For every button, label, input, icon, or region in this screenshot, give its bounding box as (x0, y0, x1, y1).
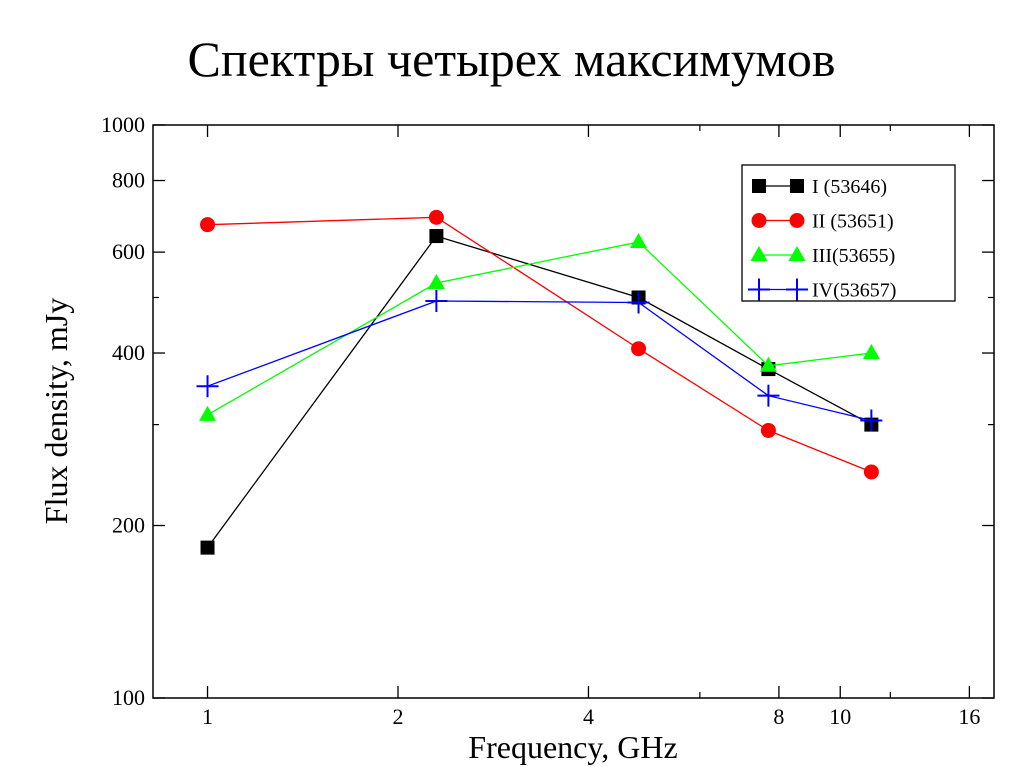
marker-triangle (759, 356, 777, 372)
y-tick-label: 100 (112, 685, 145, 710)
marker-square (200, 540, 215, 555)
x-tick-label: 2 (392, 704, 403, 729)
x-tick-label: 8 (773, 704, 784, 729)
axis-ticks: 100 200 400 600 800 1000 1 2 4 8 10 16 (101, 113, 994, 729)
x-tick-label: 16 (958, 704, 980, 729)
y-tick-label: 200 (112, 513, 145, 538)
flux-density-chart: 100 200 400 600 800 1000 1 2 4 8 10 16 I (53646) II … (40, 113, 995, 765)
legend-box (741, 164, 956, 302)
marker-square (752, 179, 766, 193)
marker-triangle (862, 344, 880, 360)
marker-triangle (427, 273, 445, 289)
series-4 (196, 289, 883, 432)
x-tick-label: 4 (583, 704, 594, 729)
plot-frame (152, 124, 995, 699)
series-line (207, 300, 872, 422)
marker-circle (631, 341, 647, 357)
marker-square (790, 179, 804, 193)
series-3 (199, 232, 880, 421)
marker-circle (428, 209, 444, 225)
series-layer (196, 209, 883, 555)
legend-label: II (53651) (812, 211, 894, 233)
marker-circle (200, 217, 216, 233)
y-axis-title: Flux density, mJy (40, 298, 74, 524)
marker-circle (751, 213, 767, 228)
legend-item: II (53651) (751, 211, 894, 233)
marker-triangle (630, 232, 648, 248)
marker-circle (789, 213, 805, 228)
marker-circle (863, 464, 879, 480)
marker-circle (760, 422, 776, 438)
x-tick-label: 10 (829, 704, 851, 729)
marker-triangle (788, 246, 806, 261)
marker-square (429, 229, 444, 244)
marker-triangle (199, 405, 217, 421)
y-tick-label: 800 (112, 168, 145, 193)
legend-item: III(53655) (750, 245, 895, 267)
legend-label: IV(53657) (812, 280, 896, 302)
legend-label: III(53655) (812, 245, 895, 267)
marker-triangle (750, 246, 768, 261)
legend-item: IV(53657) (748, 278, 896, 302)
legend: I (53646) II (53651) III(53655) IV(53657) (741, 164, 956, 302)
y-tick-label: 1000 (101, 113, 145, 137)
y-tick-label: 400 (112, 340, 145, 365)
x-tick-label: 1 (202, 704, 213, 729)
plot-panel: 100 200 400 600 800 1000 1 2 4 8 10 16 I (53646) II … (40, 113, 998, 767)
legend-label: I (53646) (812, 176, 887, 198)
legend-item: I (53646) (752, 176, 887, 198)
series-2 (200, 209, 879, 480)
x-axis-title: Frequency, GHz (468, 729, 677, 765)
y-tick-label: 600 (112, 239, 145, 264)
slide-title: Спектры четырех максимумов (187, 31, 836, 87)
